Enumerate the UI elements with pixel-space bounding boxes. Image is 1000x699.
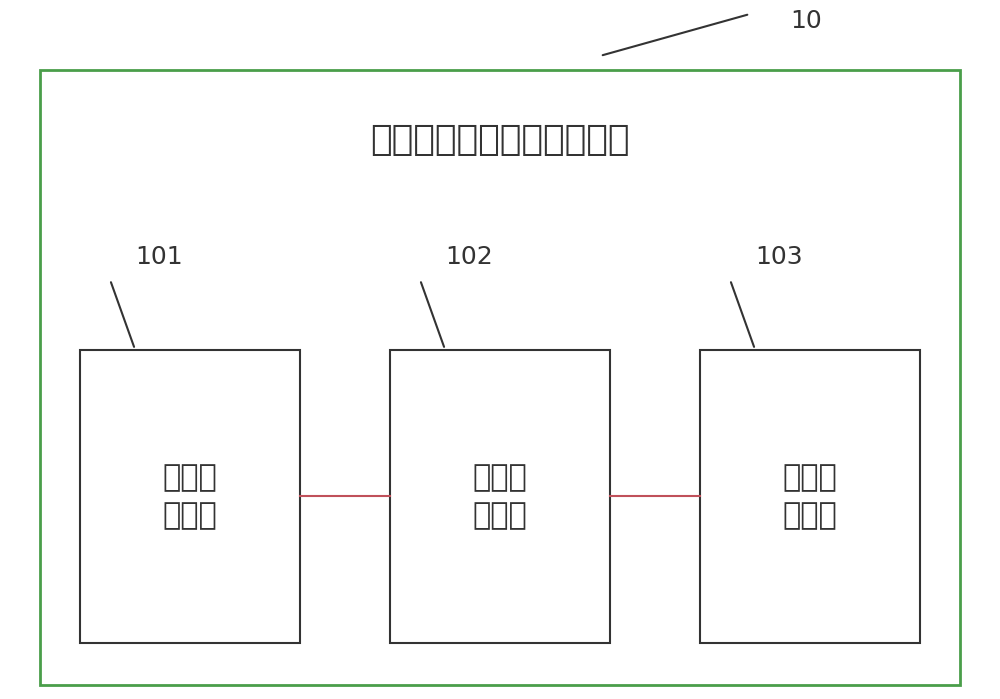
FancyBboxPatch shape [700, 350, 920, 643]
Text: 双动力源动车组的牵引电路: 双动力源动车组的牵引电路 [370, 123, 630, 157]
Text: 内燃电
源电路: 内燃电 源电路 [163, 463, 217, 530]
FancyBboxPatch shape [390, 350, 610, 643]
Text: 10: 10 [790, 9, 822, 33]
Text: 103: 103 [755, 245, 803, 269]
Text: 102: 102 [445, 245, 493, 269]
Text: 101: 101 [135, 245, 183, 269]
FancyBboxPatch shape [80, 350, 300, 643]
Text: 电力电
源电路: 电力电 源电路 [783, 463, 837, 530]
Text: 牵引变
流电路: 牵引变 流电路 [473, 463, 527, 530]
FancyBboxPatch shape [40, 70, 960, 685]
